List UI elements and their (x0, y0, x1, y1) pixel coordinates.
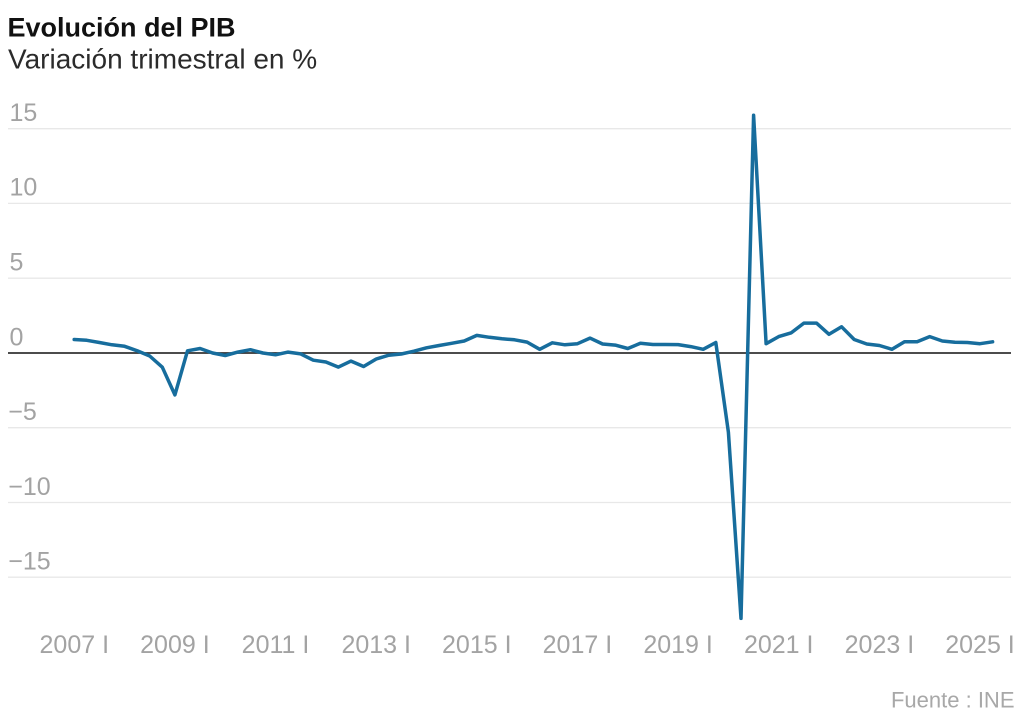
svg-text:Evolución del PIB: Evolución del PIB (8, 13, 236, 43)
svg-text:−15: −15 (8, 548, 50, 576)
svg-text:2023 I: 2023 I (845, 631, 915, 659)
svg-text:5: 5 (10, 249, 24, 277)
svg-text:2011 I: 2011 I (242, 631, 310, 659)
svg-text:2009 I: 2009 I (140, 631, 210, 659)
svg-text:2013 I: 2013 I (341, 631, 411, 659)
svg-text:10: 10 (10, 174, 38, 202)
svg-text:2007 I: 2007 I (40, 631, 110, 659)
svg-text:Variación trimestral en %: Variación trimestral en % (8, 44, 317, 75)
svg-text:2021 I: 2021 I (744, 631, 814, 659)
svg-text:2017 I: 2017 I (543, 631, 613, 659)
svg-text:2015 I: 2015 I (442, 631, 512, 659)
svg-text:15: 15 (10, 99, 38, 127)
svg-text:2019 I: 2019 I (643, 631, 713, 659)
svg-text:−5: −5 (8, 398, 37, 426)
svg-text:−10: −10 (8, 473, 50, 501)
svg-text:2025 I: 2025 I (945, 631, 1015, 659)
svg-text:0: 0 (10, 323, 24, 351)
svg-text:Fuente : INE: Fuente : INE (891, 687, 1015, 712)
